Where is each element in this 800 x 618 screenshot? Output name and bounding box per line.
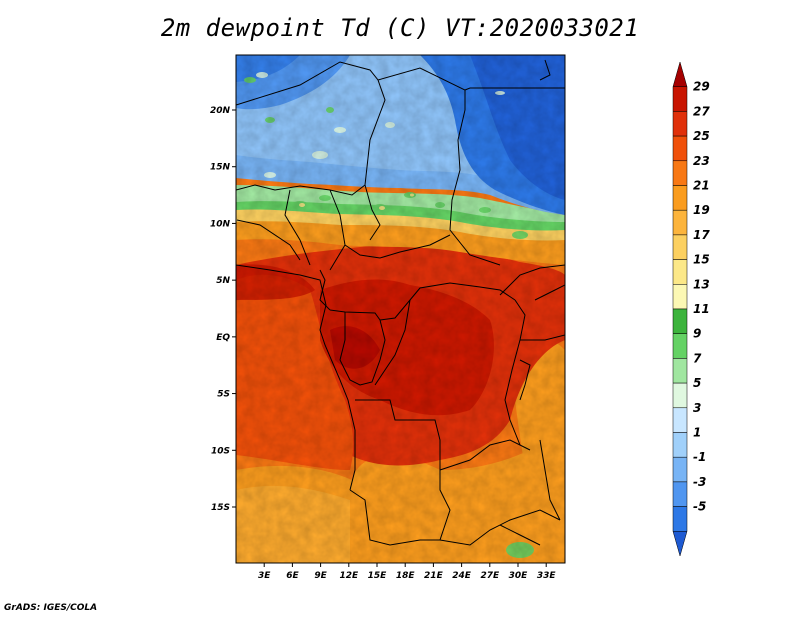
latitude-axis: 20N 15N 10N 5N EQ 5S 10S 15S — [210, 106, 236, 513]
colorbar-swatch — [672, 407, 688, 433]
lat-label: 5S — [217, 390, 230, 400]
lon-label: 18E — [396, 571, 416, 581]
colorbar-label: 7 — [693, 351, 702, 365]
country-borders — [236, 59, 565, 546]
lon-label: 21E — [424, 571, 444, 581]
colorbar-swatch — [672, 61, 688, 87]
lat-label: 15S — [211, 503, 230, 513]
colorbar-label: 5 — [693, 376, 701, 390]
filled-contours — [236, 55, 565, 563]
lon-label: 9E — [314, 571, 327, 581]
colorbar-swatch — [672, 86, 688, 112]
colorbar-label: 9 — [693, 327, 701, 341]
colorbar-swatch — [672, 284, 688, 310]
colorbar-label: 29 — [693, 80, 710, 94]
colorbar-swatch — [672, 135, 688, 162]
lon-label: 15E — [368, 571, 388, 581]
colorbar-swatch — [672, 333, 688, 359]
colorbar-label: -3 — [693, 475, 706, 489]
lat-label: 10S — [211, 446, 230, 456]
colorbar-swatch — [672, 481, 688, 507]
lat-label: 20N — [210, 106, 231, 116]
lon-label: 3E — [258, 571, 271, 581]
colorbar-label: 17 — [693, 228, 710, 242]
colorbar-label: 25 — [693, 129, 710, 143]
chart-title: 2m dewpoint Td (C) VT:2020033021 — [160, 14, 640, 42]
colorbar-swatch — [672, 531, 688, 557]
colorbar-swatch — [672, 506, 688, 532]
colorbar-label: 1 — [693, 426, 701, 440]
grads-credit: GrADS: IGES/COLA — [4, 603, 98, 613]
map-frame — [235, 54, 566, 564]
colorbar-swatch — [672, 382, 688, 409]
lon-label: 12E — [339, 571, 359, 581]
colorbar-swatch — [672, 259, 688, 285]
lon-label: 33E — [537, 571, 557, 581]
lat-label: 15N — [210, 163, 231, 173]
colorbar-label: 23 — [693, 154, 710, 168]
colorbar-swatch — [672, 160, 688, 186]
lon-label: 24E — [452, 571, 472, 581]
colorbar-swatch — [672, 358, 688, 384]
lon-label: 30E — [509, 571, 529, 581]
colorbar-label: 3 — [693, 401, 701, 415]
longitude-axis: 3E 6E 9E 12E 15E 18E 21E 24E 27E 30E 33E — [258, 563, 556, 581]
colorbar-swatch — [672, 308, 688, 334]
colorbar-label: 27 — [693, 104, 710, 118]
colorbar-label: -5 — [693, 500, 706, 514]
colorbar-swatch — [672, 234, 688, 260]
colorbar-label: 19 — [693, 203, 710, 217]
colorbar-swatch — [672, 111, 688, 137]
colorbar-label: 15 — [693, 253, 710, 267]
colorbar: 29 27 25 23 21 19 17 15 13 11 9 7 5 3 1 -1 -3 -5 — [672, 61, 710, 557]
colorbar-label: 11 — [693, 302, 710, 316]
colorbar-label: 13 — [693, 277, 710, 291]
lat-label: 10N — [210, 219, 231, 229]
colorbar-label: 21 — [693, 179, 710, 193]
lat-label: 5N — [216, 276, 230, 286]
colorbar-label: -1 — [693, 450, 706, 464]
colorbar-swatch — [672, 209, 688, 236]
colorbar-swatch — [672, 432, 688, 458]
colorbar-swatch — [672, 185, 688, 211]
lon-label: 27E — [480, 571, 500, 581]
colorbar-swatch — [672, 456, 688, 483]
lon-label: 6E — [286, 571, 299, 581]
lat-label: EQ — [216, 333, 230, 343]
